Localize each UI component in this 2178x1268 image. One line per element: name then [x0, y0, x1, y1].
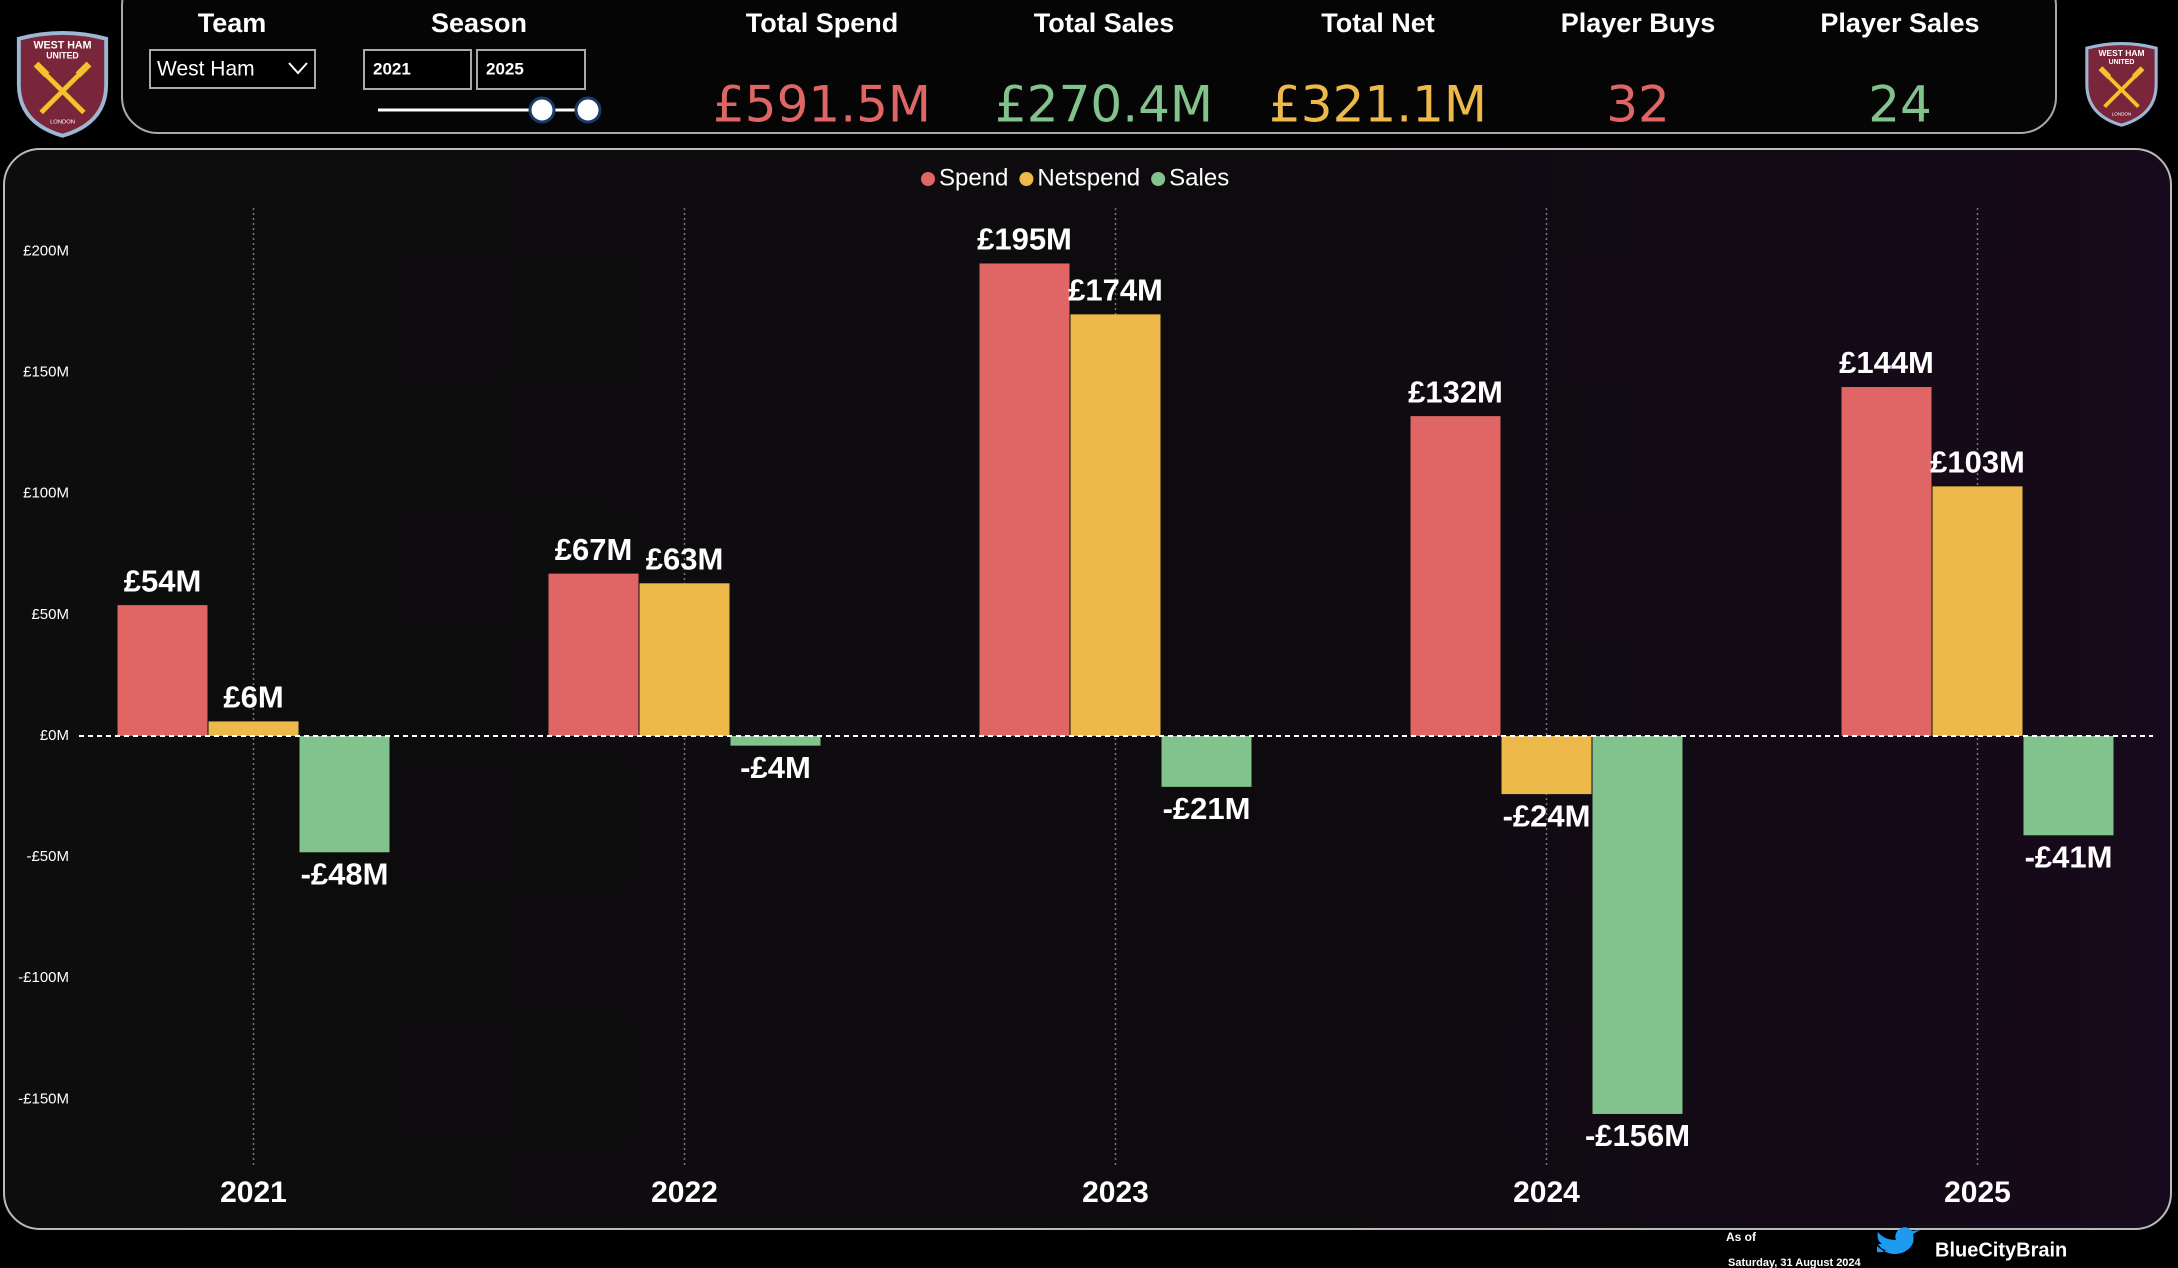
data-label: £195M [977, 222, 1072, 257]
data-label: -£48M [301, 856, 389, 891]
crest-text: LONDON [2112, 112, 2132, 117]
y-tick-label: -£150M [18, 1090, 69, 1107]
handle: BlueCityBrain [1935, 1239, 2067, 1261]
legend-marker [921, 172, 935, 186]
data-label: £144M [1839, 345, 1934, 380]
crest: WEST HAM UNITED LONDON [19, 33, 106, 136]
legend-label: Netspend [1037, 164, 1140, 191]
data-label: £63M [646, 541, 724, 576]
bar [1841, 387, 1932, 736]
header-panel [121, 0, 2057, 134]
data-label: -£156M [1585, 1118, 1690, 1153]
input-value: 2025 [486, 59, 524, 78]
data-label: £132M [1408, 374, 1503, 409]
legend-marker [1019, 172, 1034, 186]
bar [1161, 735, 1252, 787]
data-label: -£21M [1163, 791, 1251, 826]
data-label: £174M [1068, 273, 1163, 308]
kpi-label: Total Net [1321, 8, 1435, 38]
bar [1070, 314, 1161, 736]
team-dropdown[interactable]: West Ham [149, 49, 316, 89]
bar [1592, 735, 1683, 1114]
y-tick-label: £100M [23, 485, 69, 502]
bar [548, 573, 639, 736]
slider-knob[interactable] [574, 96, 602, 124]
kpi-value: £270.4M [995, 76, 1213, 134]
bar [117, 605, 208, 736]
y-tick-label: -£100M [18, 969, 69, 986]
y-tick-label: -£50M [26, 848, 69, 865]
bar [2023, 735, 2114, 836]
y-tick-label: £150M [23, 363, 69, 380]
season-end-input[interactable] [476, 49, 586, 90]
twitter-icon [1877, 1227, 1920, 1254]
chart: -£150M -£100M -£50M £0M £50M £100M £150M £200M 2… [18, 164, 2153, 1209]
kpi-label: Total Spend [746, 8, 899, 38]
filter-label: Team [198, 8, 267, 38]
x-tick-label: 2025 [1944, 1176, 2011, 1209]
kpi-value: £321.1M [1269, 76, 1487, 134]
data-label: £6M [223, 680, 283, 715]
kpi-value: £591.5M [713, 76, 931, 134]
bar [1932, 486, 2023, 736]
x-tick-label: 2021 [220, 1176, 287, 1209]
data-label: -£24M [1503, 798, 1591, 833]
data-label: -£41M [2025, 839, 2113, 874]
legend-marker [1151, 172, 1166, 186]
data-label: £67M [555, 532, 633, 567]
kpi-value: 24 [1868, 76, 1932, 134]
kpi-label: Player Buys [1561, 8, 1716, 38]
input-value: 2021 [373, 59, 411, 78]
dropdown-value: West Ham [157, 58, 255, 81]
slider-knob[interactable] [528, 96, 556, 124]
x-tick-label: 2024 [1513, 1176, 1580, 1209]
kpi-row: Total Spend £591.5M Total Sales £270.4M Tota… [713, 8, 1980, 133]
filter-label: Season [431, 8, 527, 38]
y-tick-label: £0M [40, 727, 69, 744]
x-tick-label: 2023 [1082, 1176, 1149, 1209]
crest-text: WEST HAM [2098, 48, 2144, 58]
crest-text: LONDON [50, 120, 75, 126]
bar [1501, 735, 1592, 795]
bar [208, 721, 299, 736]
as-of-date: Saturday, 31 August 2024 [1728, 1257, 1862, 1268]
kpi-label: Player Sales [1820, 8, 1979, 38]
data-label: £54M [124, 563, 202, 598]
crest-text: UNITED [46, 51, 78, 61]
x-tick-label: 2022 [651, 1176, 718, 1209]
legend-label: Sales [1169, 164, 1229, 191]
bar [1410, 416, 1501, 736]
kpi-value: 32 [1606, 76, 1670, 134]
bar [730, 735, 821, 746]
y-tick-label: £200M [23, 242, 69, 259]
data-label: -£4M [740, 750, 811, 785]
y-tick-label: £50M [31, 606, 69, 623]
bar [979, 263, 1070, 736]
crest-text: WEST HAM [33, 39, 91, 51]
as-of-label: As of [1726, 1230, 1757, 1244]
legend-label: Spend [939, 164, 1008, 191]
season-start-input[interactable] [363, 49, 472, 90]
data-label: £103M [1930, 445, 2025, 480]
bar [639, 583, 730, 736]
bar [299, 735, 390, 853]
crest-text: UNITED [2109, 59, 2135, 66]
kpi-label: Total Sales [1034, 8, 1175, 38]
crest: WEST HAM UNITED LONDON [2084, 41, 2159, 128]
